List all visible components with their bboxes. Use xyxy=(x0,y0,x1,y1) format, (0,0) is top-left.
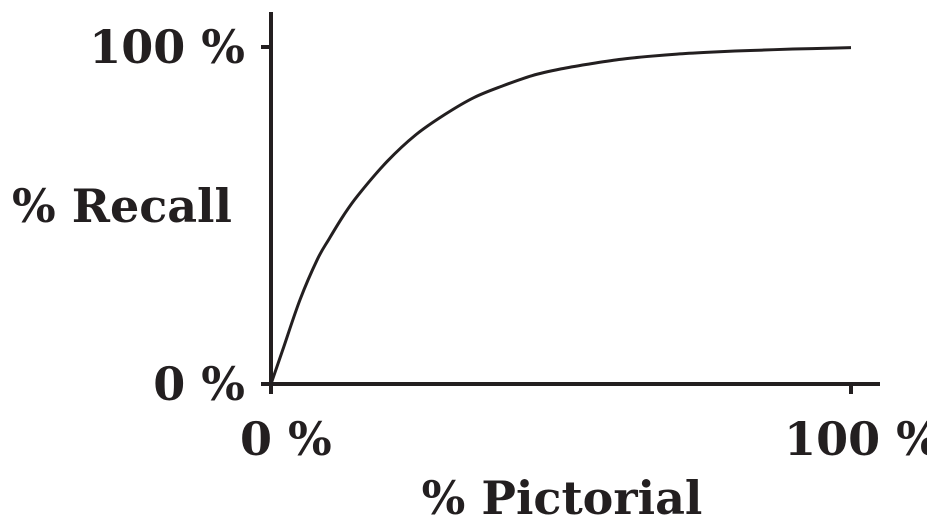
y-tick-label: 0 % xyxy=(153,357,245,411)
series-layer xyxy=(269,46,852,385)
axes xyxy=(263,12,880,392)
y-tick-label: 100 % xyxy=(89,20,245,74)
tick-marks xyxy=(261,45,853,394)
x-tick-label: 0 % xyxy=(240,412,332,466)
x-tick-label: 100 % xyxy=(784,412,927,466)
y-axis-label: % Recall xyxy=(12,179,232,233)
series-line xyxy=(269,46,852,385)
x-axis-label: % Pictorial xyxy=(422,471,703,519)
tick-labels: 0 % 100 % 0 % 100 % xyxy=(89,20,927,466)
